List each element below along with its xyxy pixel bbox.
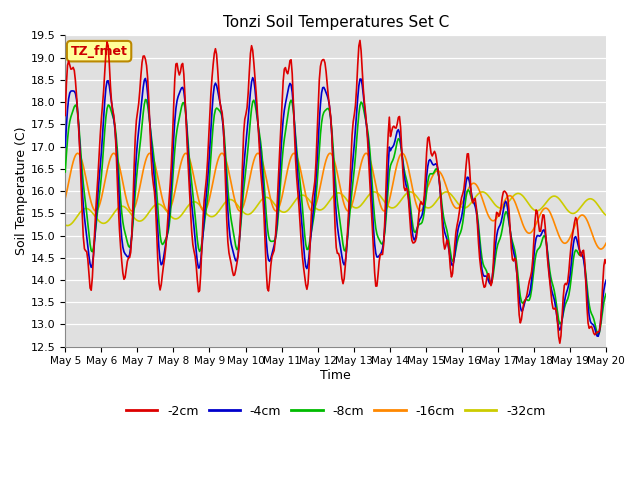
Y-axis label: Soil Temperature (C): Soil Temperature (C) — [15, 127, 28, 255]
Text: TZ_fmet: TZ_fmet — [70, 45, 127, 58]
Title: Tonzi Soil Temperatures Set C: Tonzi Soil Temperatures Set C — [223, 15, 449, 30]
X-axis label: Time: Time — [320, 369, 351, 382]
Legend: -2cm, -4cm, -8cm, -16cm, -32cm: -2cm, -4cm, -8cm, -16cm, -32cm — [121, 400, 550, 423]
